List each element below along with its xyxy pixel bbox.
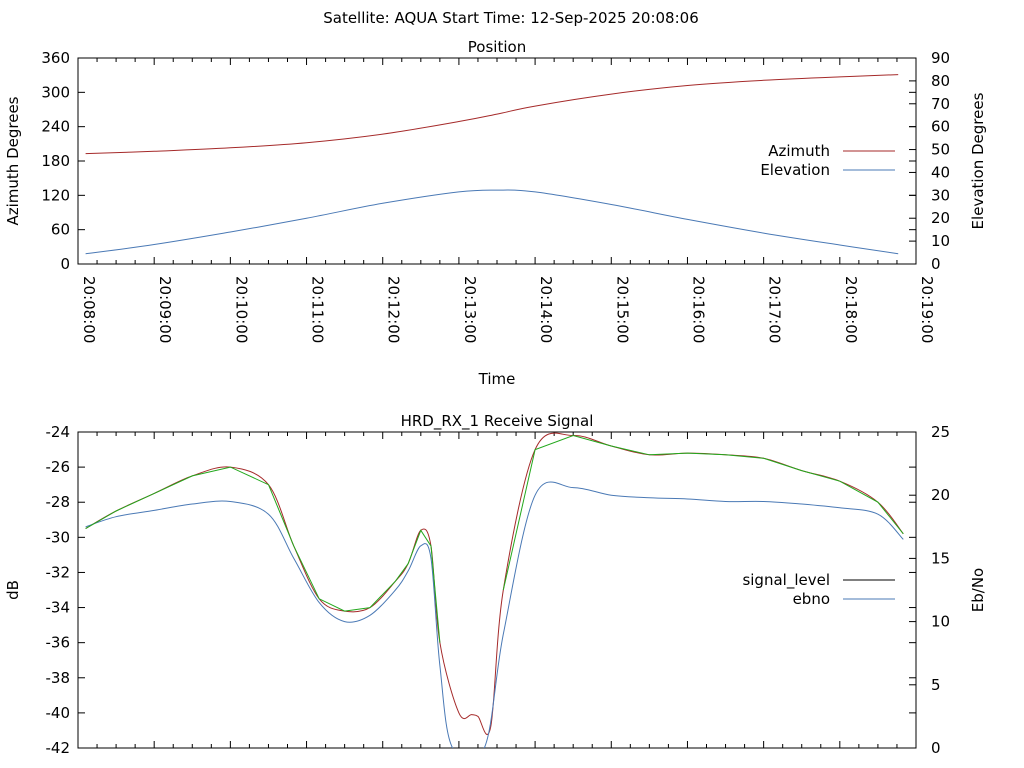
- y2-tick-label: 0: [931, 739, 941, 757]
- y2-tick-label: 50: [931, 141, 950, 159]
- y-tick-label: -26: [46, 458, 71, 476]
- chart-title: Position: [468, 38, 526, 56]
- chart-title: HRD_RX_1 Receive Signal: [401, 412, 594, 431]
- y2-tick-label: 70: [931, 95, 950, 113]
- x-tick-label: 20:12:00: [385, 276, 403, 343]
- legend-label-azimuth: Azimuth: [768, 142, 830, 160]
- receive-signal-chart: HRD_RX_1 Receive Signal -42 -40 -38 -36 -34 -3…: [4, 412, 987, 757]
- y2-tick-label: 5: [931, 676, 941, 694]
- y-tick-label: -32: [46, 563, 71, 581]
- plot-frame: [77, 431, 917, 749]
- y-tick-label: -24: [46, 423, 71, 441]
- y-tick-label: -34: [46, 599, 71, 617]
- y2-tick-label: 90: [931, 49, 950, 67]
- legend-label-ebno: ebno: [793, 590, 830, 608]
- series-line-ebno: [85, 481, 904, 748]
- y2-tick-label: 20: [931, 486, 950, 504]
- y2-tick-label: 40: [931, 163, 950, 181]
- y-tick-label: -28: [46, 493, 71, 511]
- y-axis-label: Azimuth Degrees: [4, 96, 22, 225]
- y2-axis-label: Eb/No: [969, 568, 987, 612]
- y2-tick-label: 0: [931, 255, 941, 273]
- x-tick-label: 20:10:00: [232, 276, 250, 343]
- y2-tick-label: 20: [931, 209, 950, 227]
- legend-label-signal-level: signal_level: [742, 571, 830, 590]
- y2-tick-label: 10: [931, 232, 950, 250]
- series-line-azimuth: [85, 74, 899, 155]
- series-line-elevation: [85, 189, 899, 255]
- x-axis-label: Time: [478, 370, 516, 388]
- y-tick-label: -30: [46, 528, 71, 546]
- y2-tick-label: 10: [931, 613, 950, 631]
- position-chart: Position 0 60 120 180 240 300 360 0 10 20 30 40 50 60 7…: [4, 38, 987, 388]
- y2-axis-label: Elevation Degrees: [969, 92, 987, 229]
- y-tick-label: 60: [51, 221, 70, 239]
- y2-tick-label: 60: [931, 118, 950, 136]
- y-tick-label: -40: [46, 704, 71, 722]
- y2-tick-label: 30: [931, 186, 950, 204]
- x-tick-label: 20:17:00: [766, 276, 784, 343]
- y-tick-label: 360: [41, 49, 70, 67]
- y-tick-label: 120: [41, 186, 70, 204]
- y2-tick-label: 15: [931, 549, 950, 567]
- y-tick-label: -42: [46, 739, 71, 757]
- y-tick-label: -38: [46, 669, 71, 687]
- legend-label-elevation: Elevation: [760, 161, 830, 179]
- series-line-signal-level-green: [85, 466, 441, 643]
- y-tick-label: 0: [60, 255, 70, 273]
- x-tick-label: 20:16:00: [689, 276, 707, 343]
- series-line-signal-level-green: [502, 434, 904, 591]
- x-tick-label: 20:14:00: [537, 276, 555, 343]
- x-tick-label: 20:11:00: [309, 276, 327, 343]
- y2-tick-label: 80: [931, 72, 950, 90]
- x-tick-label: 20:08:00: [80, 276, 98, 343]
- y-tick-label: 240: [41, 118, 70, 136]
- x-tick-label: 20:19:00: [918, 276, 936, 343]
- x-tick-label: 20:18:00: [842, 276, 860, 343]
- y2-tick-label: 25: [931, 423, 950, 441]
- x-tick-label: 20:15:00: [613, 276, 631, 343]
- x-tick-label: 20:13:00: [461, 276, 479, 343]
- page-title: Satellite: AQUA Start Time: 12-Sep-2025 …: [323, 9, 699, 27]
- y-tick-label: 180: [41, 152, 70, 170]
- y-tick-label: -36: [46, 634, 71, 652]
- y-axis-label: dB: [4, 580, 22, 600]
- x-tick-label: 20:09:00: [156, 276, 174, 343]
- y-tick-label: 300: [41, 83, 70, 101]
